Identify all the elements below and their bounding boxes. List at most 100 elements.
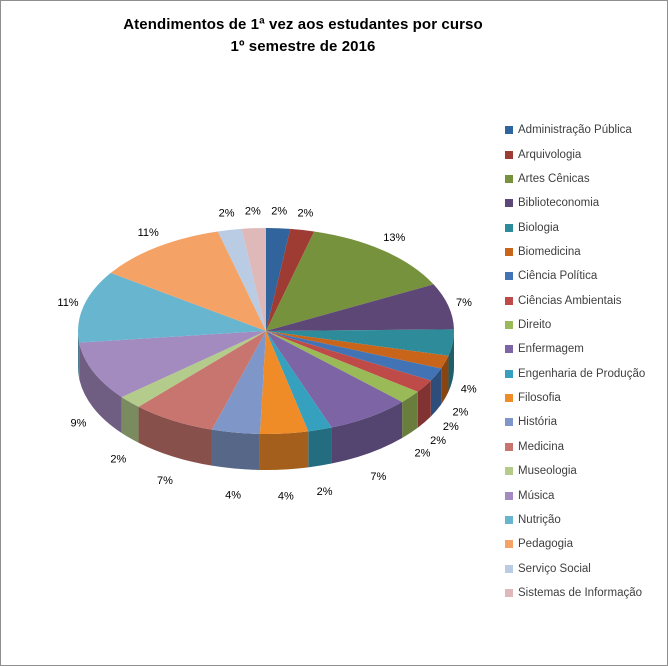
legend-item: História: [505, 410, 645, 434]
pie-slice-percent-label: 11%: [138, 227, 159, 239]
legend-swatch: [505, 296, 513, 305]
pie-slice-side: [308, 427, 332, 468]
legend-label: Direito: [518, 319, 552, 332]
legend-swatch: [505, 223, 513, 232]
pie-slice-side: [259, 431, 309, 471]
pie-slice: [217, 228, 266, 331]
legend-label: História: [518, 416, 557, 429]
legend-swatch: [505, 247, 513, 256]
legend-label: Artes Cênicas: [518, 172, 590, 185]
pie-slice: [138, 331, 266, 430]
pie-slice-percent-label: 7%: [157, 475, 173, 487]
pie-slice: [110, 231, 266, 331]
legend-swatch: [505, 150, 513, 159]
legend-swatch: [505, 515, 513, 524]
pie-slice: [78, 272, 266, 343]
legend-item: Artes Cênicas: [505, 167, 645, 191]
pie-slice: [241, 228, 266, 331]
legend-label: Medicina: [518, 440, 565, 453]
legend-label: Biomedicina: [518, 245, 581, 258]
pie-slice-side: [79, 342, 122, 434]
pie-slice-percent-label: 11%: [57, 297, 78, 309]
pie-slice-percent-label: 2%: [452, 407, 468, 419]
pie-slice: [266, 228, 315, 331]
pie-slice-percent-label: 2%: [297, 207, 313, 219]
pie-slice: [266, 331, 403, 428]
pie-slice-percent-label: 2%: [110, 454, 126, 466]
legend-item: Música: [505, 483, 645, 507]
legend-item: Filosofia: [505, 386, 645, 410]
legend-swatch: [505, 491, 513, 500]
legend-label: Serviço Social: [518, 562, 591, 575]
pie-slice: [266, 331, 431, 392]
legend-swatch: [505, 442, 513, 451]
chart-title-line2: 1º semestre de 2016: [230, 38, 376, 55]
legend-item: Ciência Política: [505, 264, 645, 288]
pie-slice-side: [441, 355, 449, 405]
legend-swatch: [505, 345, 513, 354]
legend-label: Nutrição: [518, 513, 561, 526]
legend-label: Pedagogia: [518, 538, 573, 551]
legend-swatch: [505, 369, 513, 378]
pie-slice: [79, 331, 267, 398]
legend-item: Administração Pública: [505, 118, 645, 142]
pie-slice: [259, 331, 309, 435]
pie-slice: [266, 331, 442, 381]
chart-title: Atendimentos de 1ª vez aos estudantes po…: [1, 14, 605, 58]
chart-title-line1: Atendimentos de 1ª vez aos estudantes po…: [123, 16, 483, 33]
legend-item: Museologia: [505, 459, 645, 483]
pie-slice-percent-label: 2%: [271, 205, 287, 217]
pie-slice-side: [448, 331, 454, 392]
legend-item: Pedagogia: [505, 532, 645, 556]
legend-swatch: [505, 272, 513, 281]
legend-swatch: [505, 174, 513, 183]
legend-item: Enfermagem: [505, 337, 645, 361]
pie-slice-side: [211, 429, 260, 470]
legend-item: Medicina: [505, 435, 645, 459]
pie-slice-percent-label: 4%: [225, 489, 241, 501]
legend-swatch: [505, 199, 513, 208]
legend-swatch: [505, 394, 513, 403]
pie-slice: [266, 331, 418, 403]
chart-legend: Administração Pública Arquivologia Artes C…: [505, 118, 645, 605]
pie-slice: [266, 231, 434, 331]
legend-label: Ciências Ambientais: [518, 294, 622, 307]
legend-label: Música: [518, 489, 555, 502]
pie-slice-percent-label: 2%: [430, 435, 446, 447]
pie-slice-percent-label: 2%: [415, 448, 431, 460]
legend-item: Biblioteconomia: [505, 191, 645, 215]
pie-slice-side: [78, 331, 80, 379]
pie-slice-percent-label: 9%: [71, 418, 87, 430]
legend-label: Biblioteconomia: [518, 197, 600, 210]
pie-slice-percent-label: 2%: [443, 421, 459, 433]
pie-slice: [211, 331, 266, 434]
pie-slice-percent-label: 7%: [370, 471, 386, 483]
pie-slice-percent-label: 7%: [456, 297, 472, 309]
legend-swatch: [505, 540, 513, 549]
pie-slice-percent-label: 2%: [317, 486, 333, 498]
pie-slice-side: [417, 380, 431, 428]
legend-label: Filosofia: [518, 392, 561, 405]
legend-item: Nutrição: [505, 508, 645, 532]
pie-slice-side: [331, 402, 403, 464]
legend-item: Serviço Social: [505, 556, 645, 580]
pie-slice: [266, 284, 454, 331]
legend-swatch: [505, 589, 513, 597]
legend-swatch: [505, 321, 513, 330]
pie-slice-percent-label: 4%: [461, 384, 477, 396]
pie-slice-percent-label: 4%: [278, 490, 294, 502]
legend-item: Arquivologia: [505, 142, 645, 166]
legend-label: Administração Pública: [518, 124, 632, 137]
pie-slice-percent-label: 2%: [219, 207, 235, 219]
legend-label: Ciência Política: [518, 270, 598, 283]
legend-item: Biomedicina: [505, 240, 645, 264]
pie-slice: [266, 228, 291, 331]
legend-label: Sistemas de Informação: [518, 587, 643, 599]
legend-swatch: [505, 564, 513, 573]
legend-label: Arquivologia: [518, 148, 582, 161]
pie-slice-side: [430, 368, 442, 417]
legend-item: Engenharia de Produção: [505, 362, 645, 386]
pie-slice: [266, 331, 332, 432]
